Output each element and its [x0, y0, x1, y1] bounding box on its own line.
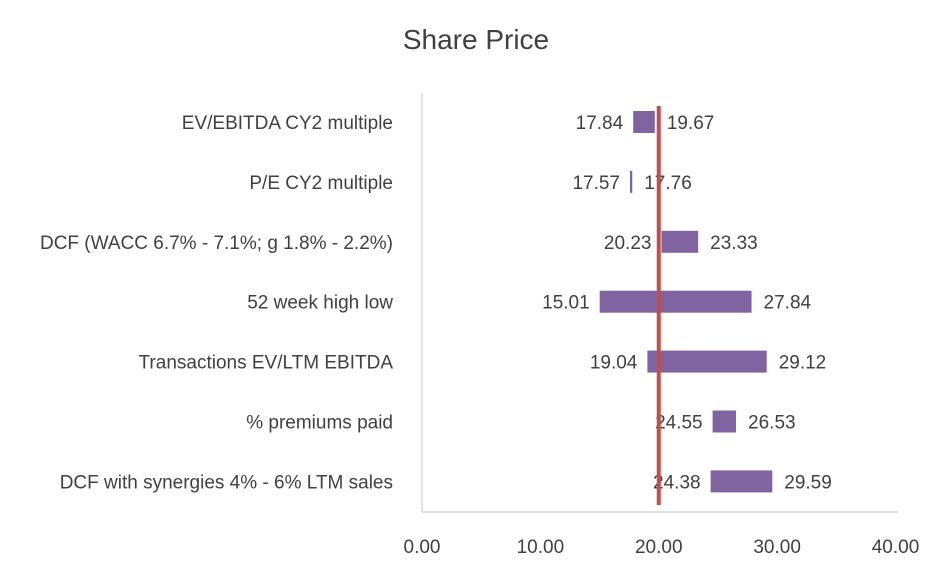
range-bar	[710, 470, 773, 493]
range-bar	[633, 111, 655, 133]
x-tick-label: 10.00	[517, 537, 565, 558]
category-label: DCF (WACC 6.7% - 7.1%; g 1.8% - 2.2%)	[40, 233, 393, 254]
high-value-label: 29.59	[784, 472, 832, 493]
x-tick-label: 0.00	[404, 537, 441, 558]
category-label: 52 week high low	[247, 293, 393, 314]
high-value-label: 17.76	[644, 173, 692, 194]
category-label: Transactions EV/LTM EBITDA	[139, 353, 394, 374]
high-value-label: 19.67	[667, 113, 715, 134]
x-tick-label: 20.00	[635, 537, 683, 558]
low-value-label: 17.84	[576, 113, 624, 134]
bars-layer: EV/EBITDA CY2 multiple 17.84 19.67 P/E CY2 …	[40, 111, 832, 493]
low-value-label: 17.57	[572, 173, 620, 194]
category-label: DCF with synergies 4% - 6% LTM sales	[60, 472, 393, 493]
range-bar	[712, 410, 737, 433]
range-bar	[647, 350, 767, 373]
range-bar	[661, 230, 699, 253]
category-label: EV/EBITDA CY2 multiple	[182, 113, 393, 134]
x-tick-label: 40.00	[872, 537, 920, 558]
x-tick-labels: 0.00 10.00 20.00 30.00 40.00	[404, 537, 920, 558]
x-tick-label: 30.00	[753, 537, 801, 558]
low-value-label: 15.01	[542, 293, 590, 314]
high-value-label: 23.33	[710, 233, 758, 254]
high-value-label: 26.53	[748, 413, 796, 434]
chart-title: Share Price	[403, 24, 549, 55]
low-value-label: 24.38	[653, 472, 701, 493]
low-value-label: 19.04	[590, 353, 638, 374]
low-value-label: 24.55	[655, 413, 703, 434]
high-value-label: 29.12	[779, 353, 827, 374]
range-bar	[599, 290, 752, 313]
high-value-label: 27.84	[764, 293, 812, 314]
low-value-label: 20.23	[604, 233, 652, 254]
range-bar	[629, 170, 633, 193]
category-label: P/E CY2 multiple	[249, 173, 393, 194]
category-label: % premiums paid	[246, 413, 393, 434]
